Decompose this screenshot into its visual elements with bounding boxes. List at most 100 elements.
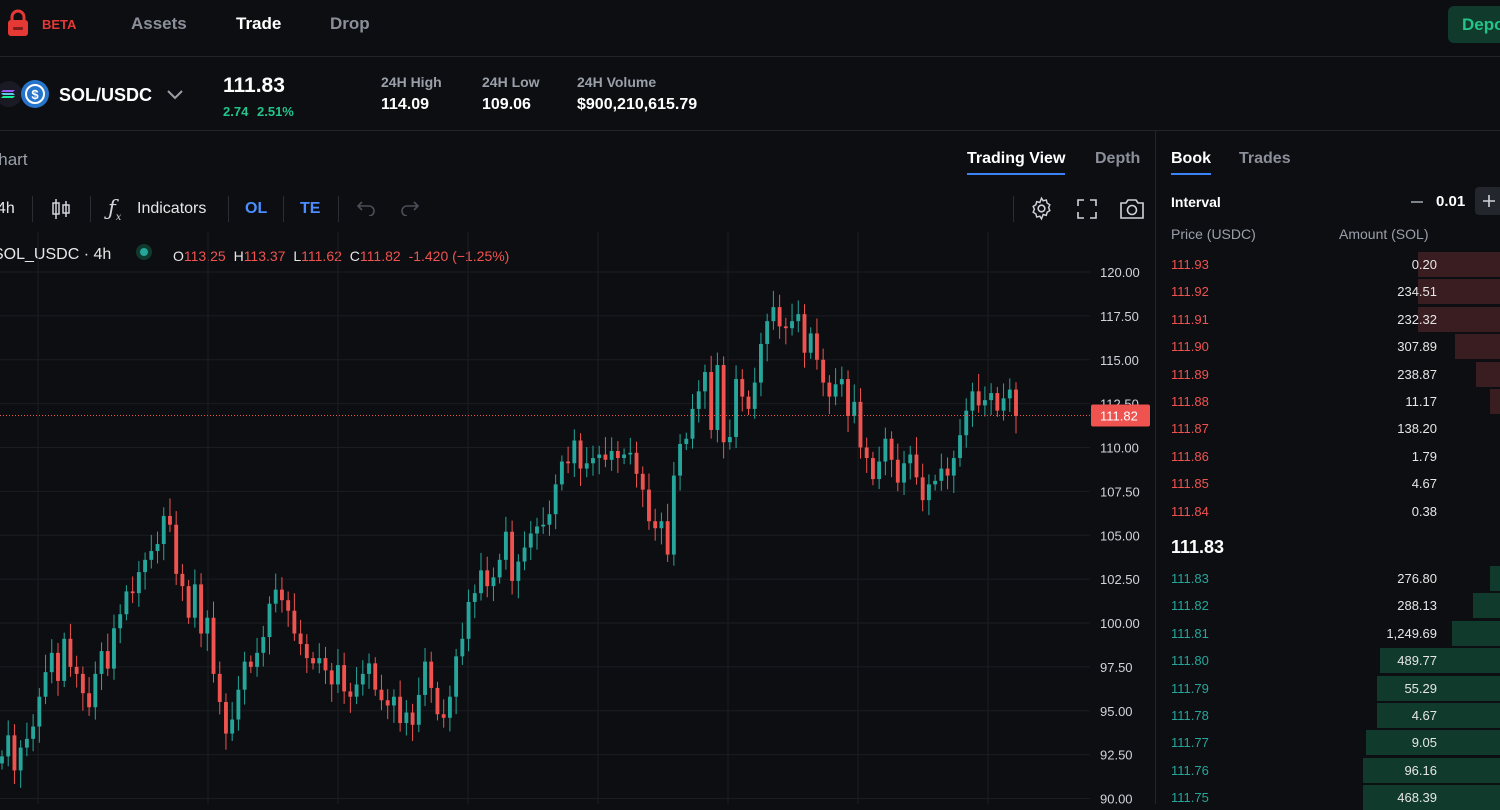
ask-row[interactable]: 111.85 4.67	[1157, 470, 1500, 496]
ask-amount: 234.51	[1397, 284, 1437, 300]
nav-assets[interactable]: Assets	[131, 14, 187, 33]
ask-depth-bar	[1489, 389, 1500, 414]
fullscreen-icon[interactable]	[1076, 198, 1098, 220]
ask-row[interactable]: 111.90 307.89	[1157, 333, 1500, 360]
candle-body	[964, 410, 969, 436]
ask-row[interactable]: 111.88 11.17	[1157, 388, 1500, 414]
candle-body	[329, 670, 334, 685]
tab-book[interactable]: Book	[1171, 150, 1211, 175]
sol-token-icon	[0, 81, 22, 107]
tab-trades[interactable]: Trades	[1239, 150, 1291, 167]
settings-gear-icon[interactable]	[1029, 196, 1054, 221]
candle-body	[323, 658, 328, 671]
candle-body	[261, 637, 266, 653]
y-tick-label: 92.50	[1100, 748, 1133, 763]
indicators-button[interactable]: Indicators	[137, 200, 207, 217]
ask-price: 111.88	[1171, 394, 1209, 409]
candle-body	[634, 452, 639, 474]
pair-selector-label[interactable]: SOL/USDC	[59, 85, 153, 105]
candle-type-icon[interactable]	[50, 197, 72, 221]
candle-body	[547, 514, 552, 525]
candlestick-chart[interactable]: 120.00117.50115.00112.50110.00107.50105.…	[0, 232, 1156, 804]
stat-24h-high-label: 24H High	[381, 74, 442, 90]
redo-icon[interactable]	[400, 200, 420, 216]
candle-body	[802, 314, 807, 353]
ol-toggle[interactable]: OL	[245, 200, 268, 217]
candle-body	[628, 452, 633, 455]
top-nav: BETA Assets Trade Drop Depo	[0, 0, 1500, 57]
bid-row[interactable]: 111.81 1,249.69	[1157, 620, 1500, 646]
candle-body	[572, 440, 577, 464]
candle-body	[870, 458, 875, 480]
bid-price: 111.79	[1171, 680, 1209, 696]
y-tick-label: 90.00	[1100, 792, 1133, 805]
candle-body	[348, 691, 353, 697]
beta-badge: BETA	[42, 17, 77, 32]
candle-body	[255, 652, 259, 667]
bid-row[interactable]: 111.80 489.77	[1157, 647, 1500, 674]
candle-body	[734, 379, 738, 437]
ohlc-change: -1.420 (−1.25%)	[408, 248, 510, 264]
candle-body	[615, 451, 620, 459]
candle-body	[976, 391, 981, 406]
candle-body	[373, 663, 378, 690]
ask-depth-bar	[1417, 279, 1500, 305]
ask-price: 111.93	[1171, 257, 1209, 272]
ask-row[interactable]: 111.89 238.87	[1157, 361, 1500, 387]
nav-drop[interactable]: Drop	[330, 14, 370, 33]
bid-row[interactable]: 111.78 4.67	[1157, 702, 1500, 728]
stat-24h-high-value: 114.09	[381, 96, 430, 113]
interval-increase-button[interactable]	[1475, 187, 1500, 215]
tab-depth[interactable]: Depth	[1095, 150, 1141, 167]
nav-trade[interactable]: Trade	[236, 14, 282, 33]
bid-price: 111.80	[1171, 653, 1209, 669]
ask-row[interactable]: 111.86 1.79	[1157, 443, 1500, 469]
candle-body	[516, 561, 521, 581]
undo-icon[interactable]	[356, 200, 376, 216]
bid-row[interactable]: 111.82 288.13	[1157, 592, 1500, 619]
candle-body	[951, 458, 956, 476]
interval-value: 0.01	[1436, 193, 1466, 210]
bid-row[interactable]: 111.77 9.05	[1157, 729, 1500, 756]
candle-body	[920, 477, 925, 501]
candle-body	[821, 359, 826, 383]
candle-body	[31, 726, 36, 739]
chevron-down-icon[interactable]	[166, 89, 184, 101]
candle-body	[248, 661, 253, 667]
candle-body	[205, 617, 210, 634]
y-tick-label: 105.00	[1100, 528, 1140, 543]
candle-body	[49, 652, 54, 673]
ohlc-close: 111.82	[359, 248, 401, 264]
ask-row[interactable]: 111.91 232.32	[1157, 306, 1500, 332]
candle-body	[939, 468, 944, 481]
tab-trading-view[interactable]: Trading View	[967, 150, 1066, 175]
lock-logo-icon[interactable]	[7, 9, 29, 37]
bid-row[interactable]: 111.75 468.39	[1157, 784, 1500, 810]
interval-decrease-icon[interactable]	[1410, 200, 1424, 204]
candle-body	[217, 673, 222, 702]
candle-body	[367, 663, 371, 674]
bid-row[interactable]: 111.83 276.80	[1157, 565, 1500, 591]
ask-row[interactable]: 111.84 0.38	[1157, 498, 1500, 524]
deposit-button[interactable]: Depo	[1448, 6, 1500, 43]
price-change-percent: 2.51%	[257, 104, 294, 119]
candle-body	[143, 559, 148, 573]
camera-screenshot-icon[interactable]	[1119, 197, 1145, 220]
candle-body	[603, 454, 608, 460]
ask-row[interactable]: 111.92 234.51	[1157, 278, 1500, 305]
ask-row[interactable]: 111.87 138.20	[1157, 415, 1500, 441]
indicators-fx-icon[interactable]: ƒx	[108, 196, 122, 224]
ask-row[interactable]: 111.93 0.20	[1157, 251, 1500, 277]
candle-body	[584, 463, 589, 469]
candle-body	[304, 644, 309, 659]
bid-amount: 55.29	[1404, 680, 1437, 696]
bid-row[interactable]: 111.76 96.16	[1157, 757, 1500, 783]
te-toggle[interactable]: TE	[300, 200, 321, 217]
candle-body	[622, 454, 627, 459]
candle-body	[640, 473, 645, 490]
candle-body	[746, 396, 751, 409]
bid-row[interactable]: 111.79 55.29	[1157, 675, 1500, 701]
interval-selector[interactable]: 4h	[0, 200, 15, 217]
bid-depth-bar	[1376, 703, 1500, 728]
ask-depth-bar	[1476, 361, 1500, 387]
